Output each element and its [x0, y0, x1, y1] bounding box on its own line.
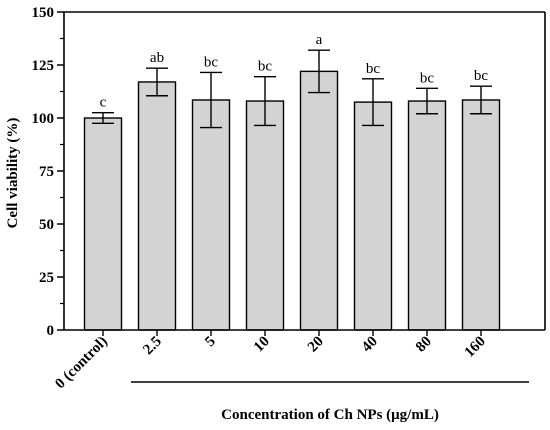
y-tick-label-5: 125 [32, 58, 55, 74]
x-tick-label-5: 40 [359, 334, 381, 356]
significance-label-2: bc [204, 54, 219, 70]
significance-label-3: bc [258, 59, 273, 75]
bar-5 [353, 101, 393, 331]
x-axis-title: Concentration of Ch NPs (μg/mL) [221, 407, 439, 423]
significance-label-7: bc [474, 68, 489, 84]
y-axis-title: Cell viability (%) [5, 118, 21, 229]
bar-2 [191, 99, 231, 331]
y-tick-label-6: 150 [32, 5, 55, 21]
x-tick-label-1: 2.5 [140, 334, 165, 359]
x-tick-label-4: 20 [305, 334, 327, 356]
significance-label-0: c [100, 95, 107, 111]
bar-4 [299, 70, 339, 331]
bar-6 [407, 100, 447, 331]
y-tick-label-2: 50 [39, 217, 54, 233]
significance-label-5: bc [366, 61, 381, 77]
significance-label-1: ab [150, 50, 164, 66]
bar-7 [461, 99, 501, 331]
bar-3 [245, 100, 285, 331]
x-tick-label-2: 5 [202, 334, 219, 351]
y-tick-label-4: 100 [32, 111, 55, 127]
x-tick-label-3: 10 [251, 334, 273, 356]
significance-label-6: bc [420, 70, 435, 86]
bar-0 [83, 117, 123, 331]
y-tick-label-0: 0 [47, 323, 55, 339]
y-tick-label-1: 25 [39, 270, 54, 286]
x-tick-label-6: 80 [413, 334, 435, 356]
bar-1 [137, 81, 177, 331]
significance-label-4: a [316, 32, 323, 48]
x-tick-label-0: 0 (control) [52, 334, 111, 393]
y-tick-label-3: 75 [39, 164, 54, 180]
x-tick-label-7: 160 [462, 334, 489, 361]
